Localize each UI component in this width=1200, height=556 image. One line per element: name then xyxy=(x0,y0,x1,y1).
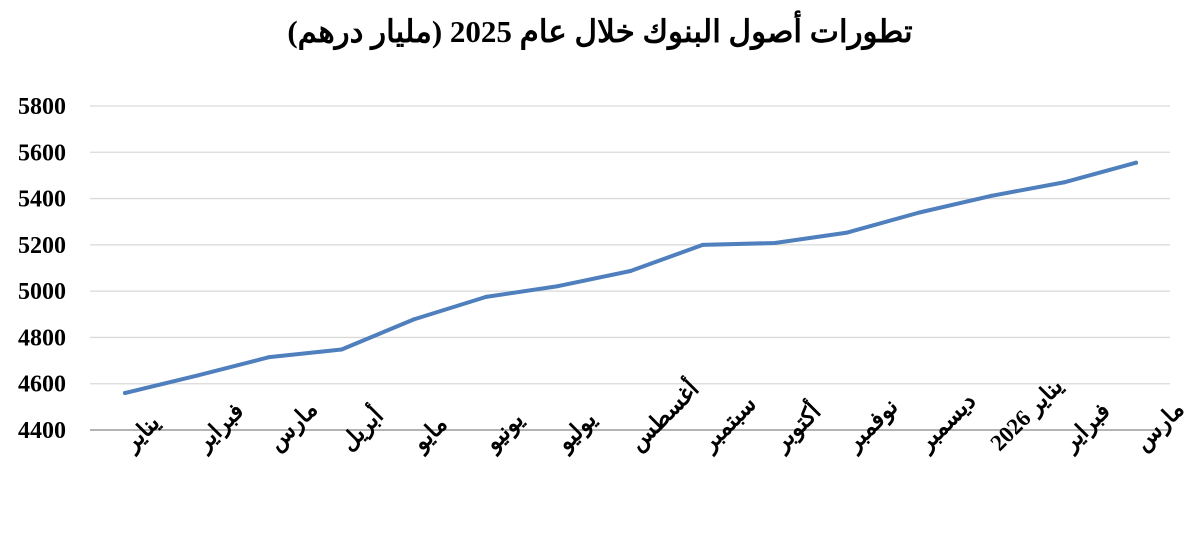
y-tick-label: 5200 xyxy=(18,233,66,259)
data-point xyxy=(195,373,200,378)
series-layer xyxy=(123,160,1138,395)
x-tick-label: مارس xyxy=(263,396,323,456)
x-tick-label: مايو xyxy=(406,411,453,458)
series-line xyxy=(123,160,1138,395)
y-tick-label: 5800 xyxy=(18,94,66,120)
x-tick-label: ديسمبر xyxy=(912,388,982,458)
x-tick-label: أكتوبر xyxy=(765,396,827,458)
data-point xyxy=(339,347,344,352)
chart-title: تطورات أصول البنوك خلال عام 2025 (مليار … xyxy=(287,14,913,49)
data-point xyxy=(556,284,561,289)
y-tick-label: 5000 xyxy=(18,279,66,305)
data-point xyxy=(267,355,272,360)
data-point xyxy=(845,230,850,235)
x-tick-label: يوليو xyxy=(551,406,603,458)
data-point xyxy=(628,269,633,274)
x-axis-ticks: يناير فبراير مارس أبريل مايو يونيو يوليو أغسطسس… xyxy=(117,373,1190,458)
y-tick-label: 4400 xyxy=(18,418,66,444)
data-point xyxy=(772,241,777,246)
gridlines xyxy=(90,105,1170,431)
y-axis-ticks: 4400 4600 4800 5000 5200 5400 5600 5800 xyxy=(18,94,66,444)
y-tick-label: 5400 xyxy=(18,187,66,213)
data-point xyxy=(917,210,922,215)
data-point xyxy=(989,193,994,198)
x-tick-label: يناير xyxy=(117,410,166,459)
y-tick-label: 4600 xyxy=(18,372,66,398)
x-tick-label: يناير 2026 xyxy=(985,373,1069,457)
x-tick-label: يونيو xyxy=(479,407,531,459)
y-tick-label: 4800 xyxy=(18,325,66,351)
x-tick-label: فبراير xyxy=(1056,398,1116,458)
x-tick-label: فبراير xyxy=(190,398,250,458)
x-tick-label: أغسطس xyxy=(622,373,706,457)
data-point xyxy=(1061,180,1066,185)
data-point xyxy=(484,294,489,299)
data-point xyxy=(700,242,705,247)
data-point xyxy=(1134,160,1138,165)
y-tick-label: 5600 xyxy=(18,140,66,166)
x-tick-label: سبتمبر xyxy=(695,391,762,458)
x-tick-label: مارس xyxy=(1130,396,1190,456)
x-tick-label: أبريل xyxy=(333,400,390,457)
data-point xyxy=(411,317,416,322)
data-point xyxy=(123,390,127,395)
x-tick-label: نوفمبر xyxy=(840,394,905,459)
